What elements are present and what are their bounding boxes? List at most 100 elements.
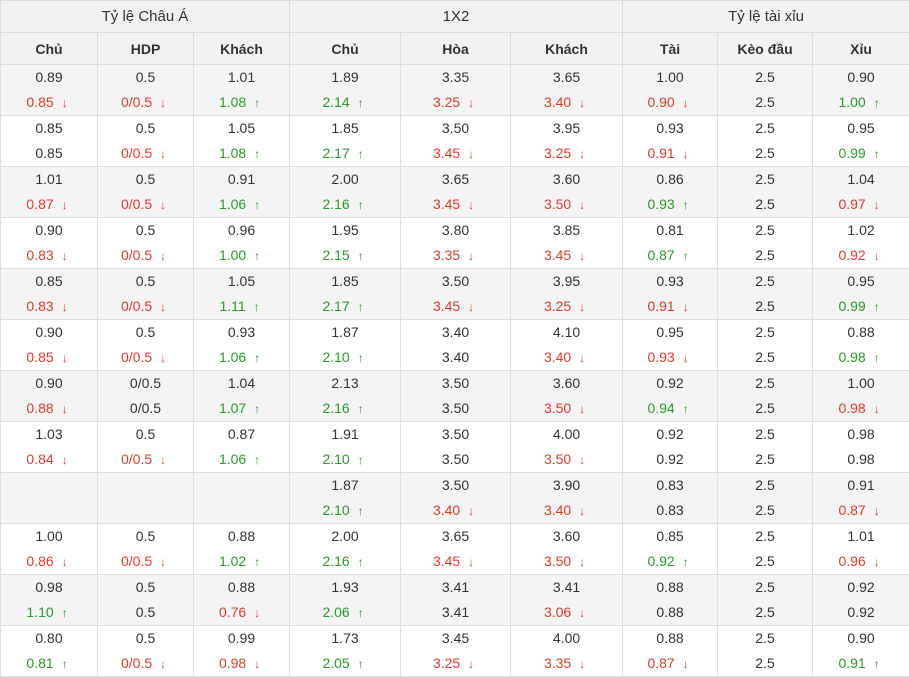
current-odds: 0/0.5	[121, 451, 152, 467]
arrow-up-icon: ↑	[354, 295, 368, 320]
opening-odds: 1.87	[331, 477, 358, 493]
opening-odds: 0.5	[136, 426, 155, 442]
opening-odds: 0.99	[228, 630, 255, 646]
opening-odds: 1.73	[331, 630, 358, 646]
arrow-down-icon: ↓	[679, 346, 693, 371]
opening-odds: 2.5	[755, 375, 774, 391]
opening-odds: 3.50	[442, 426, 469, 442]
current-odds: 2.16	[322, 196, 349, 212]
current-odds: 1.00	[838, 94, 865, 110]
opening-odds: 0.95	[847, 273, 874, 289]
opening-odds: 1.01	[35, 171, 62, 187]
arrow-down-icon: ↓	[575, 601, 589, 626]
opening-odds: 2.5	[755, 171, 774, 187]
arrow-up-icon: ↑	[870, 142, 884, 167]
arrow-down-icon: ↓	[575, 244, 589, 269]
current-odds: 3.45	[433, 553, 460, 569]
opening-odds: 0.5	[136, 120, 155, 136]
arrow-down-icon: ↓	[575, 142, 589, 167]
current-odds: 1.00	[219, 247, 246, 263]
current-odds: 0.87	[838, 502, 865, 518]
arrow-up-icon: ↑	[250, 346, 264, 371]
current-odds: 2.14	[322, 94, 349, 110]
current-odds: 2.5	[755, 94, 774, 110]
opening-odds: 3.65	[553, 69, 580, 85]
opening-odds: 2.5	[755, 528, 774, 544]
arrow-down-icon: ↓	[156, 193, 170, 218]
arrow-down-icon: ↓	[870, 193, 884, 218]
opening-odds: 0.93	[656, 120, 683, 136]
opening-odds: 0.5	[136, 222, 155, 238]
current-odds: 0/0.5	[130, 400, 161, 416]
current-odds: 0.99	[838, 298, 865, 314]
arrow-down-icon: ↓	[250, 601, 264, 626]
current-odds: 1.08	[219, 145, 246, 161]
arrow-down-icon: ↓	[156, 142, 170, 167]
arrow-up-icon: ↑	[679, 193, 693, 218]
current-odds: 2.17	[322, 298, 349, 314]
current-odds: 0.83	[656, 502, 683, 518]
opening-odds: 2.5	[755, 630, 774, 646]
opening-odds: 1.05	[228, 273, 255, 289]
arrow-down-icon: ↓	[575, 550, 589, 575]
arrow-up-icon: ↑	[870, 346, 884, 371]
arrow-down-icon: ↓	[679, 295, 693, 320]
opening-odds: 0.95	[847, 120, 874, 136]
opening-odds: 0.91	[847, 477, 874, 493]
opening-odds: 3.35	[442, 69, 469, 85]
column-header: Kèo đầu	[718, 33, 813, 65]
opening-odds: 3.50	[442, 273, 469, 289]
arrow-down-icon: ↓	[250, 652, 264, 677]
arrow-down-icon: ↓	[464, 142, 478, 167]
current-odds: 0/0.5	[121, 298, 152, 314]
opening-odds: 3.41	[553, 579, 580, 595]
arrow-up-icon: ↑	[250, 193, 264, 218]
arrow-down-icon: ↓	[575, 652, 589, 677]
arrow-down-icon: ↓	[156, 295, 170, 320]
opening-odds: 0.5	[136, 171, 155, 187]
column-header: Xỉu	[813, 33, 909, 65]
current-odds: 0.92	[838, 247, 865, 263]
opening-odds: 3.50	[442, 375, 469, 391]
opening-odds: 1.01	[228, 69, 255, 85]
column-header: Tài	[623, 33, 718, 65]
current-odds: 3.45	[433, 298, 460, 314]
opening-odds: 0.90	[847, 69, 874, 85]
odds-cell	[194, 473, 290, 524]
opening-odds: 0.80	[35, 630, 62, 646]
current-odds: 1.11	[219, 298, 245, 314]
current-odds: 2.5	[755, 400, 774, 416]
opening-odds: 0.98	[847, 426, 874, 442]
